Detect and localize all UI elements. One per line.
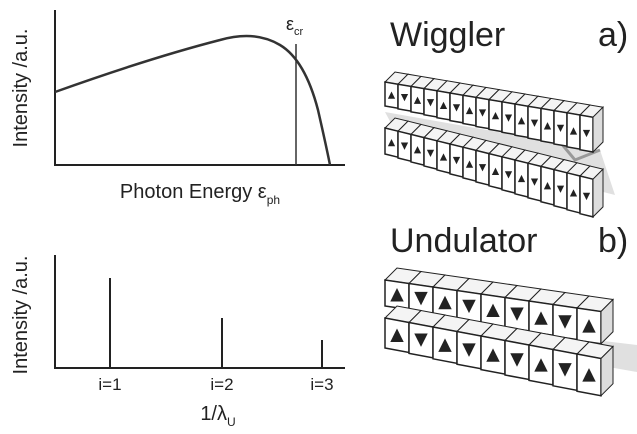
magnet-arrow xyxy=(569,127,578,135)
magnet-arrow xyxy=(478,109,487,117)
magnet-arrow xyxy=(486,348,500,362)
magnet-arrow xyxy=(504,171,513,179)
magnet-arrow xyxy=(413,146,422,154)
magnet-end xyxy=(600,298,614,345)
magnet-arrow xyxy=(438,295,452,310)
magnet-arrow xyxy=(426,149,435,158)
y-label: Intensity /a.u. xyxy=(10,29,32,148)
magnet-arrow xyxy=(400,94,409,102)
magnet-arrow xyxy=(543,122,552,130)
magnet-arrow xyxy=(517,117,526,125)
panel-label: b) xyxy=(598,222,628,260)
magnet-arrow xyxy=(465,106,474,115)
magnet-arrow xyxy=(414,291,428,306)
magnet-arrow xyxy=(426,99,435,107)
magnet-arrow xyxy=(439,101,448,109)
magnet-arrow xyxy=(486,303,500,318)
magnet-arrow xyxy=(556,124,565,133)
tick-label: i=2 xyxy=(210,375,233,394)
axes xyxy=(54,10,345,166)
magnet-arrow xyxy=(530,119,539,127)
magnet-arrow xyxy=(530,178,539,186)
magnet-arrow xyxy=(510,353,524,367)
magnet-arrow xyxy=(556,185,565,193)
magnet-arrow xyxy=(414,333,428,347)
x-label-main: Photon Energy ε xyxy=(120,181,267,203)
x-label: Photon Energy εph xyxy=(120,181,280,207)
annotation-symbol: ε xyxy=(286,14,294,34)
magnet-arrow xyxy=(582,368,596,382)
magnet-arrow xyxy=(413,96,422,104)
magnet-arrow xyxy=(387,138,396,147)
magnet-arrow xyxy=(534,311,548,325)
magnet-arrow xyxy=(462,343,476,357)
panel-title: Undulator xyxy=(390,222,537,260)
x-label-sub: U xyxy=(227,415,236,429)
panel-title: Wiggler xyxy=(390,16,505,54)
x-label-sub: ph xyxy=(267,193,280,207)
magnet-arrow xyxy=(504,114,513,122)
magnet-arrow xyxy=(387,91,396,99)
magnet-arrow xyxy=(491,111,500,120)
magnet-arrow xyxy=(543,182,552,190)
axes xyxy=(54,255,345,369)
magnet-end xyxy=(600,345,614,397)
magnet-arrow xyxy=(462,299,476,314)
annotation-sub: cr xyxy=(294,26,304,38)
magnet-end xyxy=(592,105,604,154)
magnet-arrow xyxy=(478,164,487,172)
magnet-arrow xyxy=(452,104,461,112)
magnet-arrow xyxy=(582,129,591,138)
magnet-arrow xyxy=(465,160,474,168)
y-label: Intensity /a.u. xyxy=(10,256,32,375)
x-label: 1/λU xyxy=(200,403,235,429)
magnet-arrow xyxy=(400,142,409,150)
magnet-arrow xyxy=(438,338,452,352)
tick-label: i=1 xyxy=(98,375,121,394)
magnet-end xyxy=(592,167,604,219)
magnet-arrow xyxy=(558,363,572,377)
magnet-arrow xyxy=(582,319,596,333)
magnet-arrow xyxy=(558,315,572,329)
spectrum-curve xyxy=(54,34,332,166)
magnet-arrow xyxy=(491,167,500,175)
magnet-arrow xyxy=(582,192,591,201)
tick-label: i=3 xyxy=(310,375,333,394)
magnet-arrow xyxy=(390,328,404,342)
panel-label: a) xyxy=(598,16,628,54)
magnet-arrow xyxy=(452,156,461,165)
magnet-arrow xyxy=(390,288,404,302)
magnet-arrow xyxy=(439,153,448,161)
magnet-arrow xyxy=(510,307,524,321)
magnets xyxy=(383,71,615,397)
magnet-arrow xyxy=(517,174,526,183)
magnet-arrow xyxy=(569,189,578,197)
x-label-main: 1/λ xyxy=(200,403,227,425)
annotation: εcr xyxy=(286,14,304,38)
magnet-arrow xyxy=(534,358,548,372)
